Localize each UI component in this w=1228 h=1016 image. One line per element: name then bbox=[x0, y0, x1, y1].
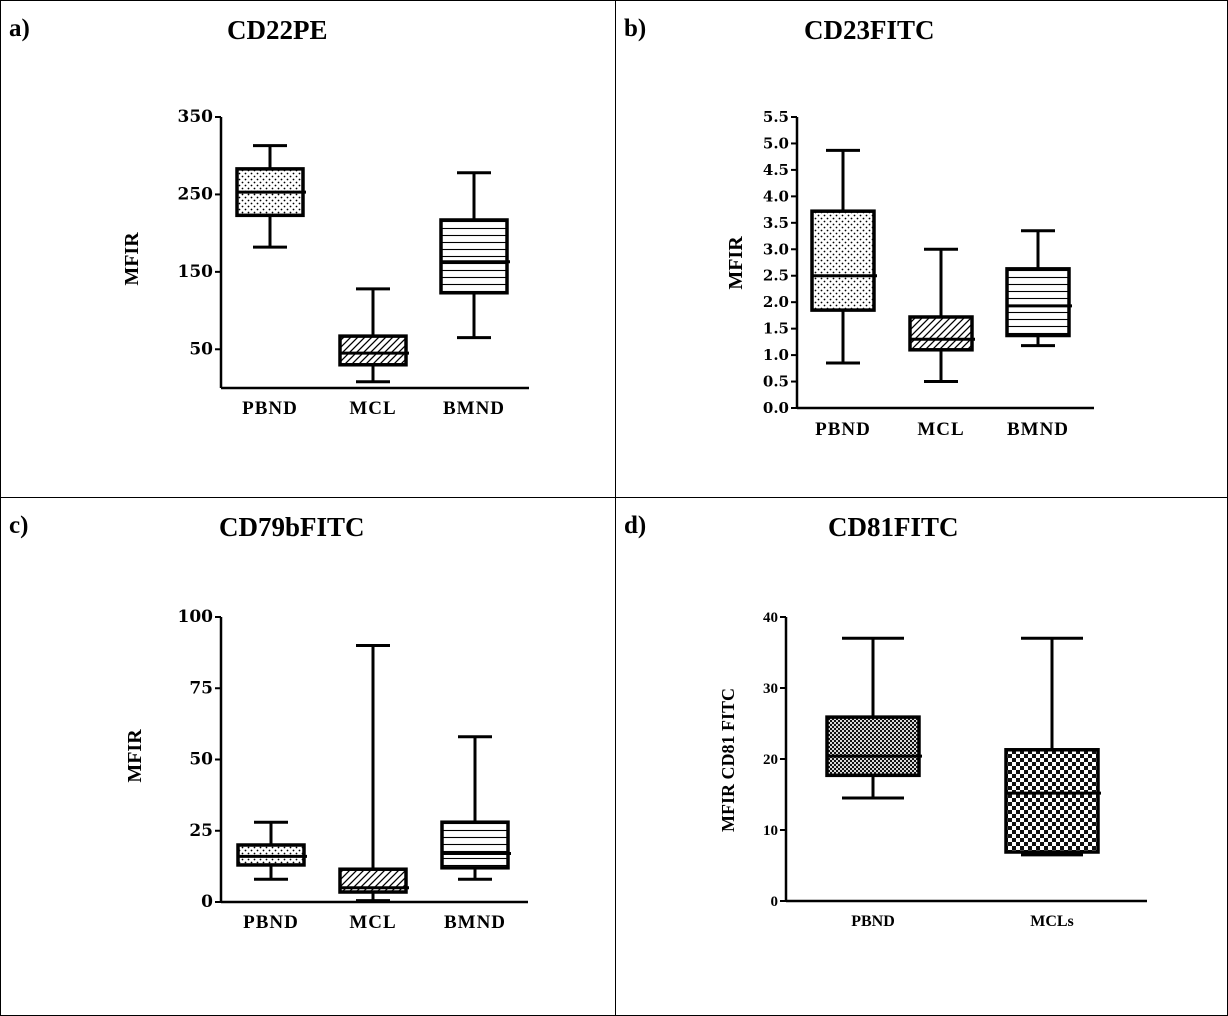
y-tick-label: 250 bbox=[178, 184, 214, 204]
y-tick-label: 1.5 bbox=[763, 320, 789, 338]
y-tick-label: 150 bbox=[178, 262, 214, 282]
category-label: MCLs bbox=[1030, 913, 1074, 930]
category-label: PBND bbox=[815, 419, 871, 440]
panel-letter: c) bbox=[9, 512, 29, 539]
box-bmnd bbox=[1005, 229, 1072, 348]
panel-letter: d) bbox=[624, 512, 647, 539]
panel-d: d) CD81FITC 0 10 20 30 40 MFIR CD81 FITC PBND M… bbox=[615, 497, 1228, 1016]
panel-title: CD81FITC bbox=[828, 512, 959, 542]
panel-b: b) CD23FITC 0.0 0.5 1.0 1.5 2.0 2.5 3.0 3.5 4.0 4… bbox=[615, 0, 1228, 498]
y-tick-label: 25 bbox=[189, 821, 213, 841]
box-mcl bbox=[338, 644, 409, 903]
category-label: MCL bbox=[917, 419, 964, 440]
panel-letter: b) bbox=[624, 15, 647, 42]
y-tick-label: 4.0 bbox=[763, 187, 789, 205]
y-tick-label: 40 bbox=[763, 610, 778, 626]
y-tick-label: 50 bbox=[189, 750, 213, 770]
category-label: BMND bbox=[1007, 419, 1069, 440]
box-pbnd bbox=[810, 148, 877, 365]
category-label: PBND bbox=[851, 913, 895, 930]
panel-title: CD23FITC bbox=[804, 15, 935, 45]
panel-title: CD22PE bbox=[227, 15, 328, 45]
y-tick-label: 1.0 bbox=[763, 346, 789, 364]
iqr-box bbox=[440, 820, 510, 870]
category-label: MCL bbox=[349, 912, 396, 933]
y-tick-label: 5.5 bbox=[763, 108, 789, 126]
y-tick-label: 0 bbox=[771, 894, 779, 910]
box-mcls bbox=[1004, 636, 1101, 857]
y-tick-label: 350 bbox=[178, 107, 214, 127]
iqr-box bbox=[338, 334, 408, 367]
y-tick-label: 0.5 bbox=[763, 373, 789, 391]
box-mcl bbox=[908, 247, 975, 384]
boxplot-cd79bfitc: 0 25 50 75 100 MFIR PBND MCL BMND bbox=[124, 607, 528, 933]
panel-letter: a) bbox=[9, 15, 30, 42]
y-tick-label: 30 bbox=[763, 681, 778, 697]
box-bmnd bbox=[440, 735, 511, 881]
y-axis-label: MFIR CD81 FITC bbox=[718, 688, 738, 832]
category-label: PBND bbox=[242, 398, 298, 419]
y-tick-label: 2.0 bbox=[763, 293, 789, 311]
y-tick-label: 75 bbox=[189, 678, 213, 698]
category-label: BMND bbox=[443, 398, 505, 419]
y-tick-label: 3.0 bbox=[763, 240, 789, 258]
iqr-box bbox=[810, 209, 876, 312]
iqr-box bbox=[825, 715, 921, 778]
y-tick-label: 100 bbox=[178, 607, 214, 627]
y-tick-label: 2.5 bbox=[763, 267, 789, 285]
box-mcl bbox=[338, 287, 409, 384]
iqr-box bbox=[1005, 267, 1071, 338]
boxplot-cd81fitc: 0 10 20 30 40 MFIR CD81 FITC PBND MCLs bbox=[718, 610, 1147, 930]
box-pbnd bbox=[825, 636, 922, 800]
y-tick-label: 4.5 bbox=[763, 161, 789, 179]
box-pbnd bbox=[235, 144, 306, 249]
y-tick-label: 0.0 bbox=[763, 399, 789, 417]
category-label: PBND bbox=[243, 912, 299, 933]
panel-a: a) CD22PE 50 150 250 350 MFIR PBND MCL BMND bbox=[0, 0, 616, 498]
y-axis-label: MFIR bbox=[124, 729, 146, 783]
y-tick-label: 20 bbox=[763, 752, 778, 768]
boxplot-cd23fitc: 0.0 0.5 1.0 1.5 2.0 2.5 3.0 3.5 4.0 4.5 5.0 5.5 MFIR… bbox=[725, 108, 1094, 440]
y-tick-label: 10 bbox=[763, 823, 778, 839]
iqr-box bbox=[908, 315, 974, 352]
iqr-box bbox=[439, 218, 509, 295]
y-tick-label: 0 bbox=[201, 892, 213, 912]
y-axis-label: MFIR bbox=[121, 232, 143, 286]
panel-c: c) CD79bFITC 0 25 50 75 100 MFIR PBND MCL BMND bbox=[0, 497, 616, 1016]
panel-title: CD79bFITC bbox=[219, 512, 365, 542]
category-label: MCL bbox=[349, 398, 396, 419]
iqr-box bbox=[1004, 748, 1100, 854]
box-bmnd bbox=[439, 171, 510, 340]
boxplot-cd22pe: 50 150 250 350 MFIR PBND MCL BMND bbox=[121, 107, 529, 419]
box-pbnd bbox=[236, 820, 307, 881]
y-axis-label: MFIR bbox=[725, 236, 747, 290]
category-label: BMND bbox=[444, 912, 506, 933]
y-tick-label: 50 bbox=[189, 339, 213, 359]
y-tick-label: 5.0 bbox=[763, 134, 789, 152]
y-tick-label: 3.5 bbox=[763, 214, 789, 232]
